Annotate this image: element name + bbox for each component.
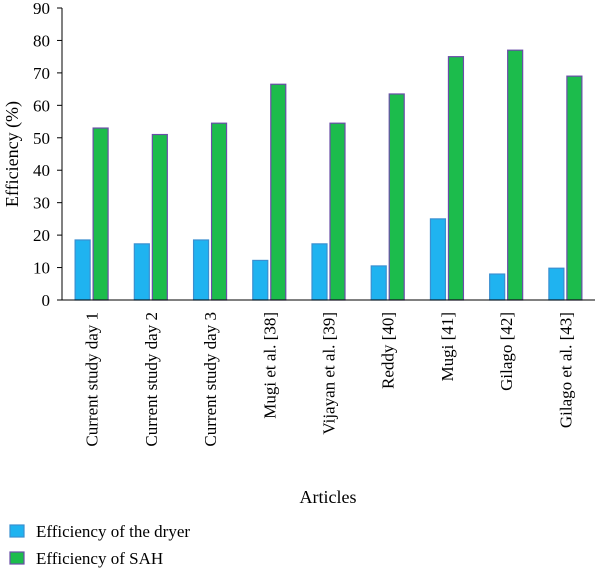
x-tick-label: Current study day 1 [83,312,102,447]
y-tick-label: 50 [33,129,50,148]
bar-dryer-efficiency [489,273,506,301]
bar-dryer-efficiency [133,243,150,301]
bar-dryer-efficiency [74,239,91,301]
bar-sah-efficiency [329,122,346,301]
y-tick-label: 60 [33,96,50,115]
y-axis-ticks: 0 10 20 30 40 50 60 70 80 90 [33,0,62,310]
y-tick-label: 40 [33,161,50,180]
bar-sah-efficiency [566,75,583,301]
bar-dryer-efficiency [311,243,328,301]
bars [74,49,583,301]
y-tick-label: 80 [33,31,50,50]
y-axis-label: Efficiency (%) [2,101,23,207]
x-tick-label: Mugi et al. [38] [260,312,279,419]
y-tick-label: 70 [33,64,50,83]
x-axis-ticks: Current study day 1 Current study day 2 Cu… [83,312,576,447]
legend: Efficiency of the dryer Efficiency of SAH [9,522,190,568]
bar-sah-efficiency [92,127,109,301]
bar-sah-efficiency [151,133,168,301]
x-tick-label: Current study day 2 [142,312,161,447]
bar-sah-efficiency [388,93,405,301]
legend-label-dryer: Efficiency of the dryer [36,522,190,541]
bar-sah-efficiency [447,56,465,301]
bar-dryer-efficiency [192,239,210,301]
bar-sah-efficiency [507,49,524,301]
x-axis-label: Articles [300,487,357,507]
y-tick-label: 10 [33,259,50,278]
y-tick-label: 30 [33,194,50,213]
x-tick-label: Current study day 3 [201,312,220,447]
x-tick-label: Gilago et al. [43] [556,312,575,428]
bar-dryer-efficiency [429,218,447,301]
bar-sah-efficiency [210,122,228,301]
bar-dryer-efficiency [370,265,387,301]
bar-sah-efficiency [270,83,287,301]
y-tick-label: 20 [33,226,50,245]
bar-dryer-efficiency [548,267,565,301]
bar-dryer-efficiency [252,259,269,301]
legend-swatch-dryer [9,524,25,538]
x-tick-label: Vijayan et al. [39] [320,312,339,435]
y-tick-label: 0 [42,291,51,310]
legend-swatch-sah [9,551,25,565]
y-tick-label: 90 [33,0,50,18]
legend-label-sah: Efficiency of SAH [36,549,163,568]
x-tick-label: Reddy [40] [379,312,398,389]
x-tick-label: Gilago [42] [497,312,516,391]
x-tick-label: Mugi [41] [438,312,457,381]
